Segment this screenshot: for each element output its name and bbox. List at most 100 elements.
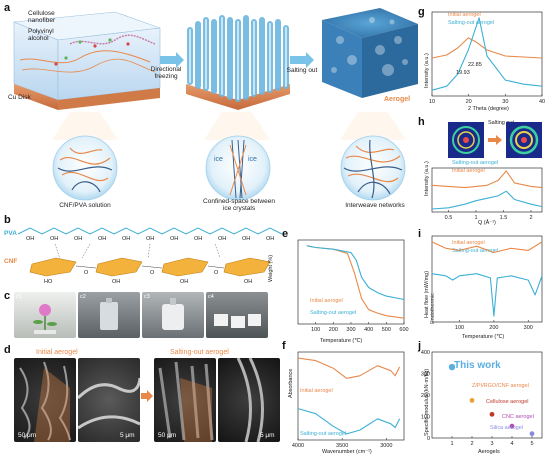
oh-label: OH	[180, 279, 189, 285]
chart-f-frame	[297, 351, 405, 441]
x-tick-label: 100	[311, 327, 320, 333]
oh-label: OH	[244, 279, 253, 285]
panel-f-label: f	[282, 340, 286, 352]
j-zpi-label: Z/PI/RGO/CNF aerogel	[472, 383, 529, 389]
scale-4: 5 μm	[260, 432, 275, 439]
x-tick-label: 10	[429, 99, 435, 105]
o-label: O	[214, 270, 219, 276]
series-line	[297, 357, 401, 379]
x-tick-label: 1.5	[500, 215, 508, 221]
x-tick-label: 300	[346, 327, 355, 333]
y-tick-label: 100	[421, 415, 430, 421]
x-tick-label: 4	[510, 441, 513, 447]
x-tick-label: 200	[489, 325, 498, 331]
sem-initial-high	[78, 358, 140, 442]
sublabel-c4: c4	[208, 294, 214, 300]
label-directional-freezing: Directional freezing	[150, 66, 182, 80]
panel-e-label: e	[282, 228, 289, 240]
i-legend-initial: Initial aerogel	[452, 240, 485, 246]
y-tick-label: 400	[421, 350, 430, 356]
oh-label: OH	[112, 279, 121, 285]
bubble-solution	[52, 112, 118, 201]
panel-b-structure	[17, 227, 283, 277]
photo-samples	[206, 292, 268, 338]
j-xlabel: Aerogels	[478, 449, 500, 455]
x-tick-label: 40	[539, 99, 545, 105]
label-cu-disk: Cu Disk	[8, 94, 31, 101]
g-annotation-2: 19.93	[456, 70, 470, 76]
panel-a-schematic	[13, 8, 418, 201]
chart-f: 4000 3500 3000	[292, 351, 405, 449]
e-xlabel: Temperature (℃)	[320, 338, 363, 344]
sublabel-c3: c3	[144, 294, 150, 300]
bubble-networks	[340, 112, 406, 201]
h-xlabel: Q (Å⁻¹)	[478, 220, 496, 226]
photo-flower	[14, 292, 76, 338]
scale-2: 5 μm	[120, 432, 135, 439]
x-tick-label: 4000	[292, 443, 304, 449]
caption-confined: Confined-space between ice crystals	[203, 198, 275, 212]
x-tick-label: 2	[529, 215, 532, 221]
oh-label: OH	[146, 236, 155, 242]
chart-g: 10 20 30 40	[429, 11, 545, 105]
e-legend-initial: Initial aerogel	[310, 298, 343, 304]
y-tick-label: 200	[421, 393, 430, 399]
h-legend-salting: Salting-out aerogel	[452, 160, 499, 166]
x-tick-label: 3000	[380, 443, 392, 449]
sem-initial-low	[14, 358, 76, 442]
x-tick-label: 600	[399, 327, 408, 333]
chart-i-frame	[431, 235, 543, 323]
series-line	[431, 17, 543, 91]
oh-label: OH	[170, 236, 179, 242]
label-ice-right: ice	[248, 156, 257, 163]
label-initial-aerogel: Initial aerogel	[36, 349, 78, 356]
panel-a-label: a	[4, 2, 11, 14]
label-cnf-chain: CNF	[4, 258, 18, 265]
solution-box	[13, 11, 161, 110]
x-tick-label: 30	[502, 99, 508, 105]
ice-columns	[186, 15, 290, 110]
x-tick-label: 5	[530, 441, 533, 447]
y-tick-label: 0	[427, 436, 430, 442]
bubble-confined	[204, 112, 271, 201]
i-legend-salting: Salting-out aerogel	[452, 248, 499, 254]
ho-label: HO	[44, 279, 53, 285]
series-line	[306, 245, 405, 319]
series-line	[297, 408, 401, 435]
scale-1: 50 μm	[18, 432, 37, 439]
x-tick-label: 0.5	[445, 215, 453, 221]
aerogel-foam	[322, 8, 418, 98]
sublabel-c2: c2	[80, 294, 86, 300]
x-tick-label: 3	[490, 441, 493, 447]
series-line	[431, 190, 543, 210]
series-line	[306, 245, 405, 301]
label-ice-left: ice	[214, 156, 223, 163]
x-tick-label: 1	[450, 441, 453, 447]
label-pva-chain: PVA	[4, 230, 17, 237]
panel-j-label: j	[418, 340, 422, 352]
photo-weight-2	[142, 292, 204, 338]
chart-j: 1 2 3 4 5 0 100 200 300 400	[421, 350, 543, 447]
panel-d-label: d	[4, 344, 11, 356]
oh-label: OH	[98, 236, 107, 242]
x-tick-label: 1	[474, 215, 477, 221]
e-legend-salting: Salting-out aerogel	[310, 310, 357, 316]
oh-label: OH	[74, 236, 83, 242]
panel-c-label: c	[4, 290, 11, 302]
j-cnc-label: CNC aerogel	[502, 414, 534, 420]
oh-label: OH	[194, 236, 203, 242]
series-line	[431, 170, 543, 189]
series-line	[431, 273, 543, 317]
oh-label: OH	[218, 236, 227, 242]
x-tick-label: 2	[470, 441, 473, 447]
x-tick-label: 200	[329, 327, 338, 333]
sem-salting-low	[154, 358, 216, 442]
f-legend-salting: Salting-out aerogel	[300, 431, 347, 437]
h-inset-patterns	[448, 122, 542, 158]
i-xlabel: Temperature (℃)	[462, 334, 505, 340]
chart-e: 100 200 300 400 500 600	[297, 239, 409, 333]
o-label: O	[84, 270, 89, 276]
data-point	[469, 397, 475, 403]
x-tick-label: 20	[466, 99, 472, 105]
oh-label: OH	[122, 236, 131, 242]
